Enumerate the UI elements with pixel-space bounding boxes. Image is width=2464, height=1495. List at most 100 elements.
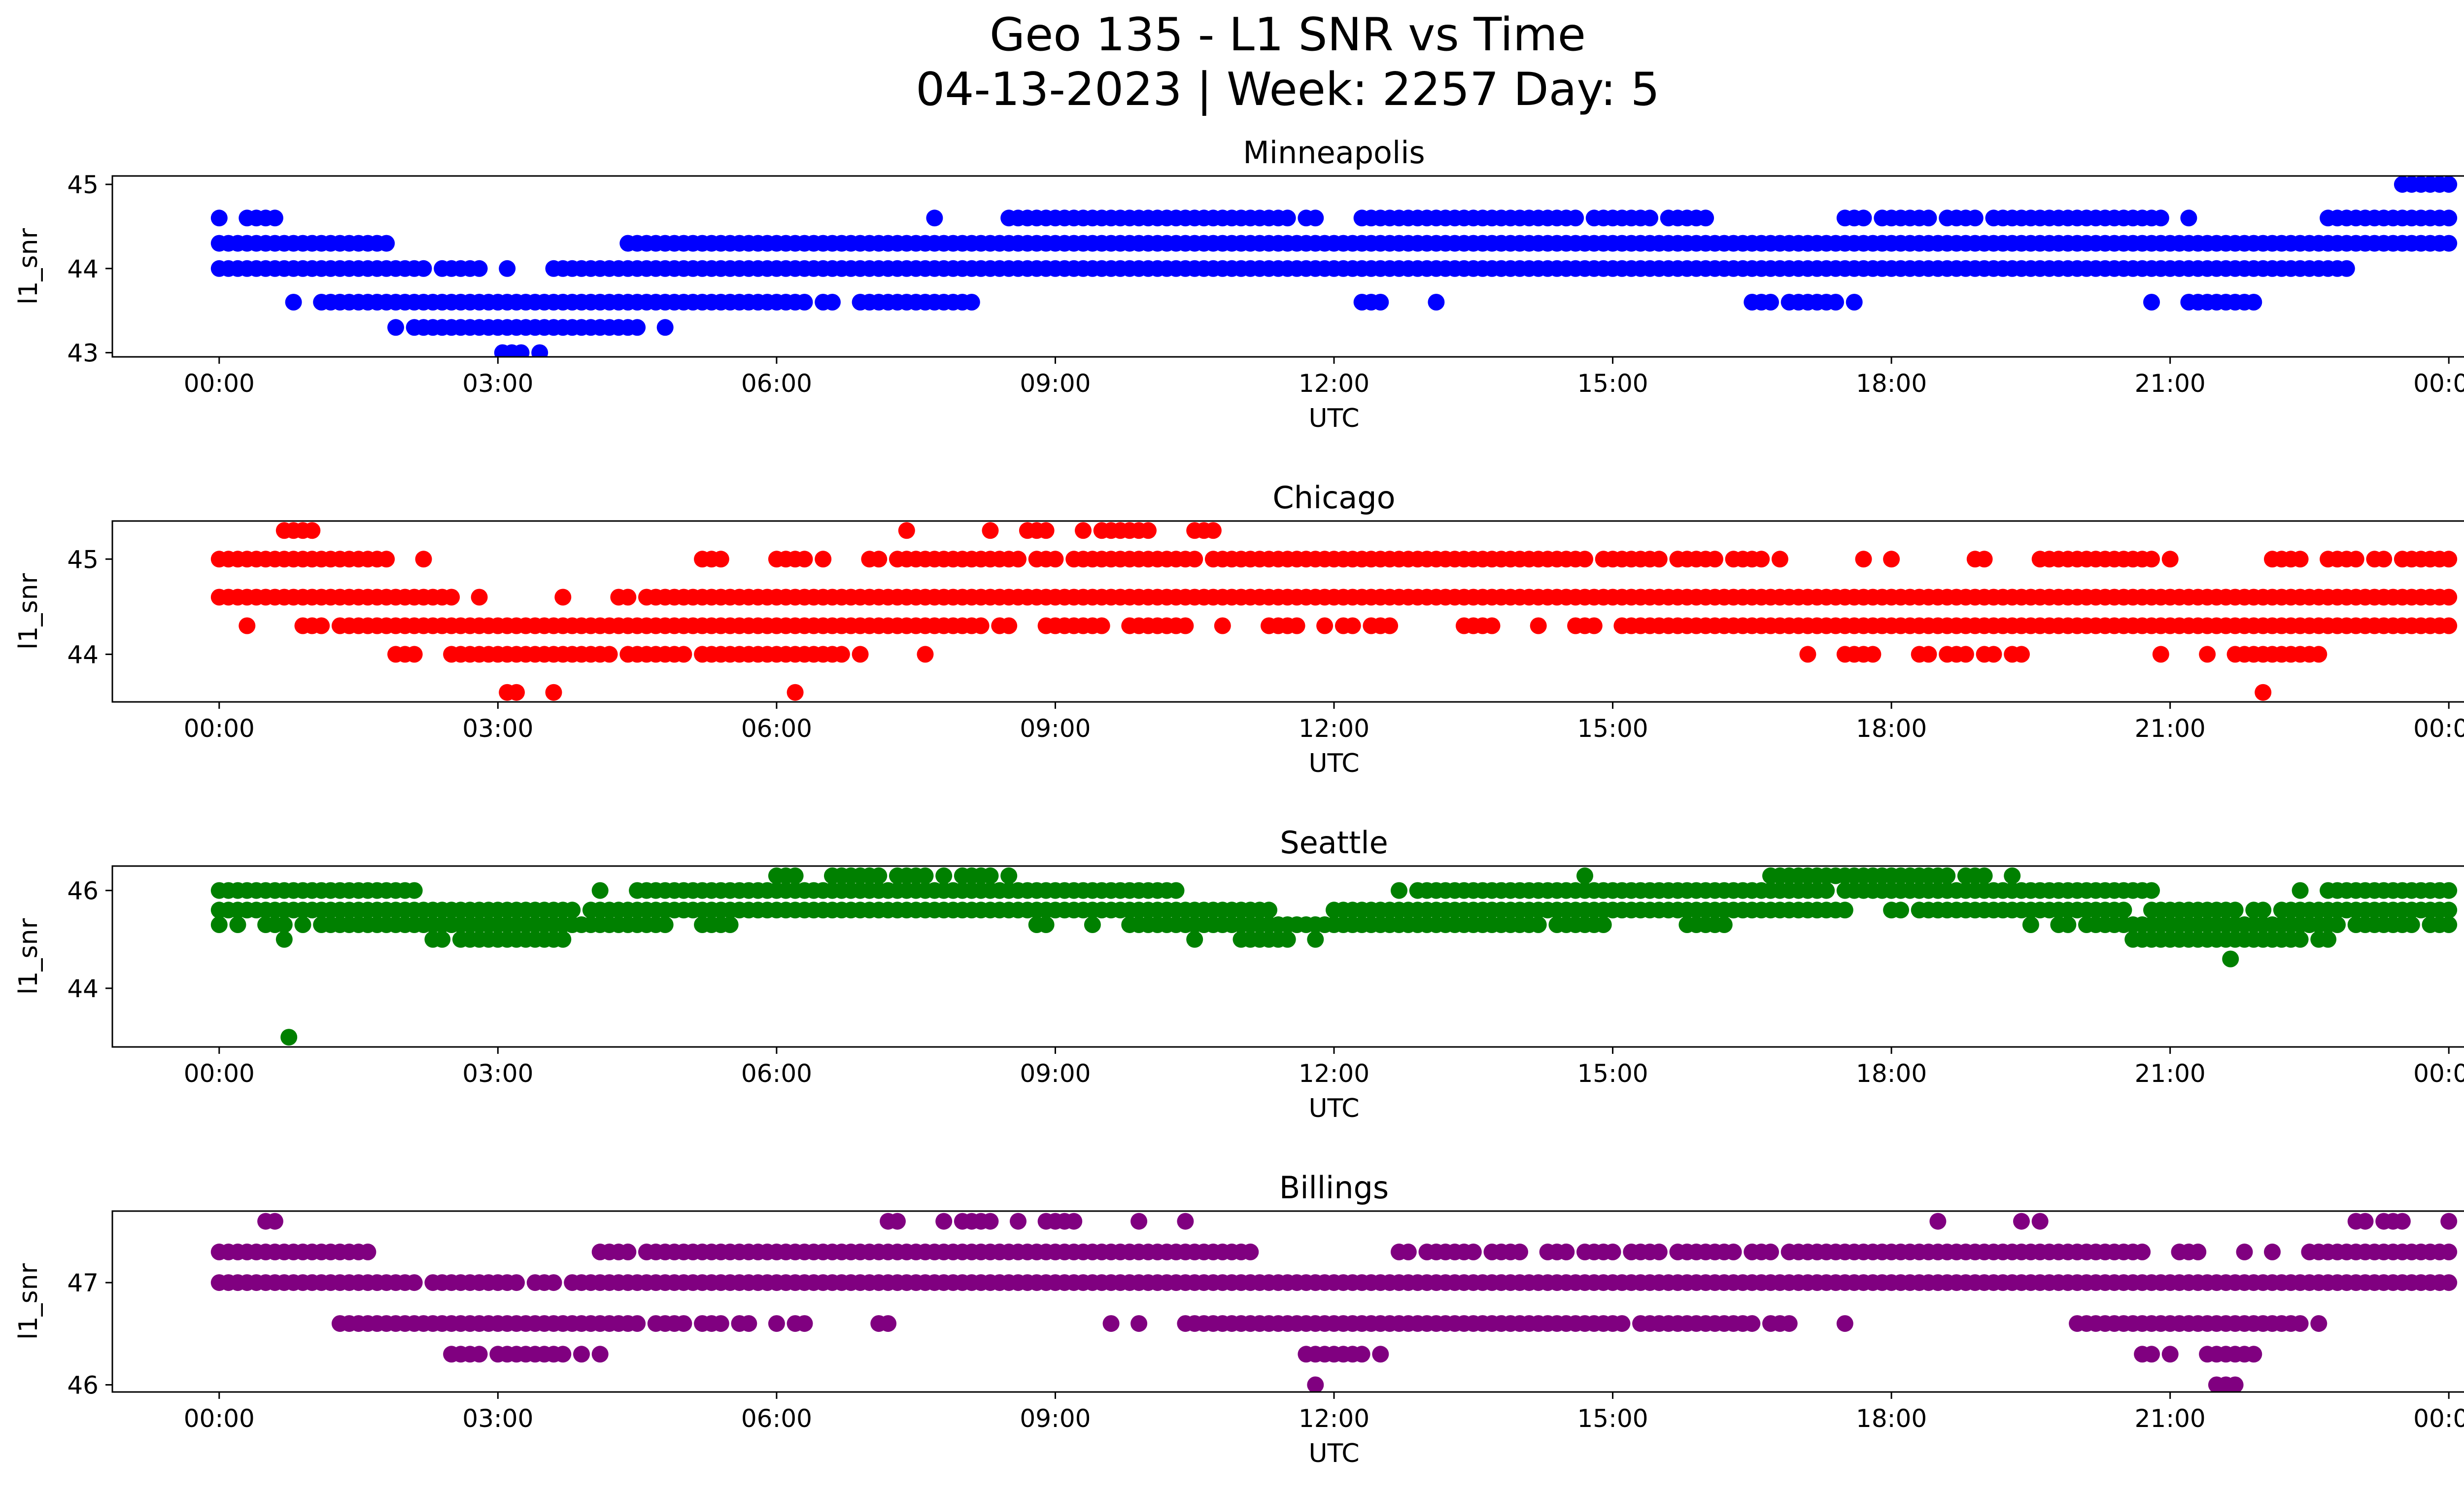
x-tick-label: 06:00 (741, 714, 812, 743)
data-point (285, 294, 302, 311)
x-tick-label: 18:00 (1856, 1404, 1927, 1433)
data-point (2190, 1243, 2207, 1260)
y-tick-label: 47 (67, 1269, 99, 1297)
data-point (1372, 1346, 1389, 1363)
data-point (2292, 882, 2309, 899)
data-point (1604, 1243, 1621, 1260)
data-point (656, 916, 674, 933)
data-point (471, 589, 488, 606)
data-point (1177, 617, 1194, 634)
data-point (1279, 931, 1296, 948)
data-points (210, 1213, 2458, 1392)
data-point (2440, 235, 2458, 252)
data-point (629, 319, 646, 336)
data-point (870, 551, 888, 568)
y-axis-label: l1_snr (14, 918, 43, 995)
data-point (1818, 882, 1835, 899)
data-point (406, 646, 423, 663)
data-point (2394, 1213, 2411, 1230)
data-point (1883, 551, 1900, 568)
data-point (554, 1346, 572, 1363)
data-point (415, 260, 432, 277)
data-point (275, 931, 293, 948)
data-point (1400, 1243, 1417, 1260)
data-point (554, 931, 572, 948)
data-point (2022, 916, 2039, 933)
data-point (2013, 1213, 2030, 1230)
data-point (1595, 916, 1612, 933)
data-point (2403, 916, 2420, 933)
data-point (2292, 551, 2309, 568)
data-point (1261, 902, 1277, 919)
data-point (406, 1274, 423, 1291)
x-tick-label: 00:00 (2413, 714, 2464, 743)
x-tick-label: 12:00 (1299, 714, 1369, 743)
x-tick-label: 12:00 (1299, 1404, 1369, 1433)
data-point (1585, 617, 1603, 634)
y-tick-label: 44 (67, 974, 99, 1003)
data-point (1985, 646, 2002, 663)
data-point (1316, 617, 1334, 634)
data-point (210, 209, 228, 227)
data-point (378, 551, 395, 568)
data-point (2161, 551, 2179, 568)
data-point (513, 344, 530, 357)
data-point (239, 617, 256, 634)
data-point (266, 1213, 283, 1230)
data-point (1307, 209, 1324, 227)
data-point (591, 882, 609, 899)
data-point (313, 617, 330, 634)
x-tick-label: 09:00 (1020, 1059, 1091, 1088)
data-point (2115, 902, 2132, 919)
data-point (787, 684, 804, 701)
data-point (1920, 209, 1937, 227)
x-tick-label: 03:00 (462, 369, 533, 398)
data-point (2152, 646, 2169, 663)
data-point (1381, 617, 1399, 634)
data-point (917, 867, 934, 884)
data-point (601, 646, 618, 663)
data-point (1428, 294, 1445, 311)
x-axis-label: UTC (1308, 1439, 1359, 1468)
chart-panel-billings: Billings 00:00 03:00 06:00 09:00 12:00 15:00 18… (14, 1170, 2464, 1468)
data-point (796, 294, 813, 311)
x-tick-label: 18:00 (1856, 369, 1927, 398)
subplot-title: Minneapolis (1243, 135, 1425, 171)
data-point (2338, 260, 2355, 277)
data-point (796, 1315, 813, 1332)
data-point (2440, 1274, 2458, 1291)
data-point (1966, 209, 1984, 227)
data-point (415, 551, 432, 568)
data-point (508, 684, 525, 701)
data-points (210, 522, 2458, 701)
data-point (304, 522, 321, 539)
y-tick-label: 46 (67, 1371, 99, 1399)
data-point (2143, 882, 2160, 899)
chart-panels: Minneapolis 00:00 03:00 06:00 09:00 12:00 15:0… (14, 135, 2464, 1468)
data-point (1037, 916, 1055, 933)
data-point (1465, 1243, 1482, 1260)
data-point (1093, 617, 1110, 634)
data-point (935, 867, 953, 884)
data-point (1177, 1213, 1194, 1230)
data-point (675, 1315, 692, 1332)
data-point (266, 209, 283, 227)
x-tick-label: 15:00 (1577, 1059, 1648, 1088)
data-point (619, 1243, 637, 1260)
data-point (1836, 1315, 1853, 1332)
x-tick-label: 00:00 (184, 1059, 255, 1088)
data-point (434, 931, 451, 948)
y-tick-label: 44 (67, 640, 99, 669)
data-point (1976, 867, 1993, 884)
x-tick-label: 21:00 (2135, 1059, 2206, 1088)
x-tick-label: 21:00 (2135, 714, 2206, 743)
data-point (712, 551, 729, 568)
data-point (1344, 617, 1361, 634)
data-point (378, 235, 395, 252)
data-point (2440, 617, 2458, 634)
data-point (2347, 551, 2364, 568)
data-point (982, 867, 999, 884)
data-point (1799, 646, 1816, 663)
chart-panel-chicago: Chicago 00:00 03:00 06:00 09:00 12:00 15:00 18:… (14, 480, 2464, 778)
data-point (1167, 882, 1185, 899)
